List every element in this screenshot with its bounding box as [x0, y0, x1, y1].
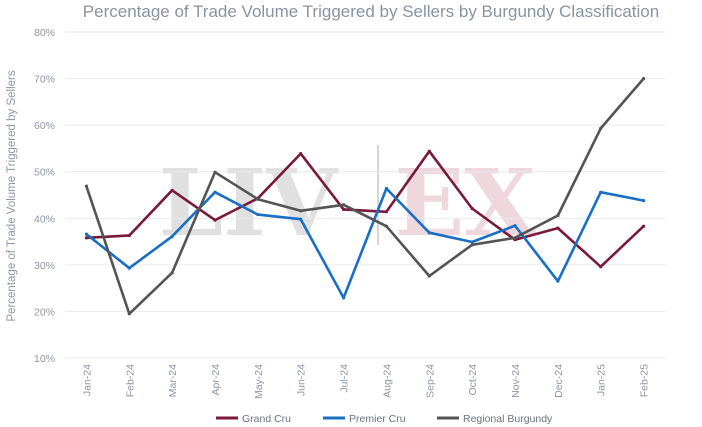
data-point: [427, 274, 431, 278]
data-point: [427, 149, 431, 153]
x-axis-ticks: Jan-24 Feb-24 Mar-24 Apr-24 May-24 Jun-24 Jul-…: [81, 364, 650, 399]
data-point: [213, 170, 217, 174]
y-tick-label: 30%: [34, 260, 55, 272]
legend-label: Premier Cru: [349, 413, 406, 425]
legend: Grand Cru Premier Cru Regional Burgundy: [216, 413, 553, 425]
x-tick-label: Dec-24: [553, 364, 565, 398]
data-point: [170, 188, 174, 192]
x-tick-label: Apr-24: [210, 364, 222, 396]
y-tick-label: 20%: [34, 306, 55, 318]
y-tick-label: 70%: [34, 74, 55, 86]
data-point: [84, 184, 89, 188]
data-point: [513, 236, 517, 240]
data-point: [256, 212, 260, 217]
y-tick-label: 60%: [34, 120, 55, 132]
data-point: [470, 243, 474, 247]
legend-label: Regional Burgundy: [463, 413, 553, 425]
data-point: [470, 206, 474, 211]
series-line-2: [85, 77, 645, 316]
data-point: [127, 312, 131, 316]
x-tick-label: May-24: [253, 364, 265, 399]
data-point: [170, 234, 174, 239]
data-point: [513, 224, 517, 228]
data-point: [170, 271, 174, 275]
y-axis-ticks: 10% 20% 30% 40% 50% 60% 70% 80%: [34, 27, 55, 365]
data-point: [213, 218, 217, 222]
data-point: [341, 296, 346, 300]
data-point: [641, 76, 646, 81]
data-point: [641, 198, 646, 203]
x-tick-label: Jun-24: [296, 364, 308, 396]
data-point: [384, 186, 389, 191]
y-tick-label: 50%: [34, 167, 55, 179]
data-point: [556, 279, 560, 283]
data-point: [341, 203, 346, 207]
data-point: [599, 190, 603, 194]
data-point: [127, 266, 131, 270]
data-point: [256, 197, 260, 201]
data-point: [299, 209, 303, 213]
data-point: [556, 213, 560, 218]
data-point: [299, 151, 303, 156]
x-tick-label: Mar-24: [167, 364, 179, 397]
x-tick-label: Feb-25: [639, 364, 651, 397]
x-tick-label: Jan-25: [596, 364, 608, 396]
x-tick-label: Oct-24: [467, 364, 479, 396]
series-lines: [84, 76, 646, 316]
data-point: [299, 217, 303, 221]
data-point: [213, 190, 217, 194]
x-tick-label: Feb-24: [124, 364, 136, 397]
data-point: [341, 207, 346, 212]
x-tick-label: Sep-24: [424, 364, 436, 398]
x-tick-label: Jan-24: [81, 364, 93, 396]
series-line-1: [85, 187, 645, 300]
data-point: [384, 224, 389, 228]
data-point: [427, 231, 431, 235]
data-point: [599, 265, 603, 269]
data-point: [599, 126, 603, 131]
y-tick-label: 80%: [34, 27, 55, 39]
chart-title: Percentage of Trade Volume Triggered by …: [83, 2, 659, 21]
legend-label: Grand Cru: [242, 413, 291, 425]
data-point: [84, 232, 89, 236]
y-tick-label: 40%: [34, 213, 55, 225]
data-point: [127, 233, 131, 238]
gridlines: [65, 31, 665, 359]
series-line-0: [85, 149, 645, 269]
x-tick-label: Nov-24: [510, 364, 522, 398]
x-tick-label: Jul-24: [339, 364, 351, 393]
data-point: [384, 210, 389, 214]
data-point: [84, 236, 89, 240]
data-point: [470, 240, 474, 244]
x-tick-label: Aug-24: [381, 364, 393, 398]
data-point: [641, 224, 646, 228]
y-axis-label: Percentage of Trade Volume Triggered by …: [6, 70, 18, 321]
data-point: [556, 226, 560, 230]
y-tick-label: 10%: [34, 353, 55, 365]
